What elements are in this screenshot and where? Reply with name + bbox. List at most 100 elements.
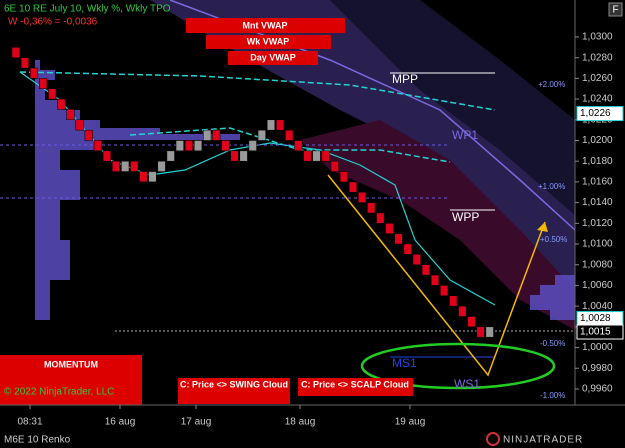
highlight-ellipse bbox=[360, 342, 556, 390]
y-tick-label: 0,9960 bbox=[582, 384, 613, 395]
brick bbox=[412, 254, 421, 265]
brick bbox=[39, 78, 48, 89]
brick bbox=[194, 140, 203, 152]
brick bbox=[449, 295, 458, 307]
brick bbox=[257, 129, 266, 141]
brick bbox=[20, 57, 29, 69]
y-tick-label: 1,0300 bbox=[582, 32, 613, 43]
brick bbox=[212, 129, 221, 141]
y-tick-label: 1,0260 bbox=[582, 73, 613, 84]
brick bbox=[285, 129, 294, 141]
y-tick-label: 1,0040 bbox=[582, 301, 613, 312]
brick bbox=[139, 171, 148, 183]
price-marker-label: 1,0015 bbox=[580, 327, 611, 338]
brick bbox=[29, 67, 39, 79]
title: 6E 10 RE July 10, Wkly %, Wkly TPO bbox=[4, 4, 171, 15]
y-tick-label: 1,0200 bbox=[582, 135, 613, 146]
cloud bbox=[300, 120, 575, 330]
brick bbox=[358, 192, 367, 203]
y-tick-label: 1,0100 bbox=[582, 239, 613, 250]
brick bbox=[121, 160, 130, 172]
y-tick-label: 1,0280 bbox=[582, 52, 613, 63]
brick bbox=[485, 326, 494, 338]
brick bbox=[157, 160, 166, 172]
brick bbox=[221, 140, 230, 152]
button-label[interactable]: Wk VWAP bbox=[247, 36, 290, 46]
brick bbox=[148, 171, 157, 183]
button[interactable] bbox=[228, 51, 318, 65]
button[interactable] bbox=[0, 355, 142, 405]
brick bbox=[184, 140, 194, 152]
button[interactable] bbox=[206, 35, 331, 49]
brick bbox=[230, 150, 239, 162]
brick bbox=[48, 88, 57, 100]
subtitle: W -0,36% = -0,0036 bbox=[8, 17, 98, 28]
y-tick-label: 1,0160 bbox=[582, 177, 613, 188]
brick bbox=[266, 119, 276, 131]
percent-label: +1.00% bbox=[538, 182, 565, 191]
brick bbox=[303, 150, 312, 162]
brick bbox=[430, 274, 440, 286]
vwap-line bbox=[19, 71, 496, 111]
x-tick-label: 19 aug bbox=[395, 417, 426, 428]
f-button-label[interactable]: F bbox=[612, 5, 618, 16]
level-label: MPP bbox=[392, 72, 418, 86]
brick bbox=[203, 129, 212, 141]
button-label[interactable]: C: Price <> SWING Cloud bbox=[180, 379, 288, 389]
price-marker-label: 1,0028 bbox=[580, 313, 611, 324]
x-tick-label: 16 aug bbox=[105, 417, 136, 428]
price-marker bbox=[576, 106, 624, 122]
brick bbox=[57, 98, 66, 110]
percent-label: -1.00% bbox=[540, 391, 565, 400]
arrow bbox=[327, 174, 546, 377]
level-label: WPP bbox=[452, 210, 479, 224]
brick bbox=[321, 150, 330, 162]
y-tick-label: 0,9980 bbox=[582, 363, 613, 374]
button-label[interactable]: Mnt VWAP bbox=[243, 20, 288, 30]
level-label: WS1 bbox=[454, 377, 480, 391]
cloud bbox=[150, 0, 575, 300]
percent-label: +2.00% bbox=[538, 80, 565, 89]
brick bbox=[339, 171, 348, 183]
volume-profile bbox=[530, 275, 575, 320]
button-label[interactable]: Day VWAP bbox=[250, 52, 296, 62]
button-label[interactable]: C: Price <> SCALP Cloud bbox=[301, 379, 409, 389]
brick bbox=[376, 212, 385, 224]
level-label: WP1 bbox=[452, 128, 478, 142]
cloud bbox=[330, 0, 575, 215]
brick bbox=[458, 305, 467, 317]
brick bbox=[294, 140, 303, 152]
brick bbox=[93, 140, 102, 152]
button[interactable] bbox=[298, 378, 413, 396]
brick bbox=[276, 119, 285, 131]
y-tick-label: 1,0240 bbox=[582, 94, 613, 105]
brick bbox=[348, 181, 358, 193]
x-tick-label: 08:31 bbox=[17, 417, 42, 428]
brick bbox=[84, 129, 93, 141]
price-marker bbox=[576, 324, 624, 340]
x-tick-label: 18 aug bbox=[285, 417, 316, 428]
brand: NINJATRADER bbox=[503, 435, 583, 446]
percent-label: -0.50% bbox=[540, 339, 565, 348]
logo-icon bbox=[486, 432, 500, 446]
brick bbox=[75, 119, 84, 131]
button[interactable] bbox=[178, 378, 290, 404]
brick bbox=[130, 160, 139, 172]
y-tick-label: 1,0180 bbox=[582, 156, 613, 167]
y-tick-label: 1,0120 bbox=[582, 218, 613, 229]
brick bbox=[111, 160, 121, 172]
volume-profile bbox=[20, 60, 240, 320]
brick bbox=[476, 326, 485, 338]
button[interactable] bbox=[186, 18, 345, 33]
brick bbox=[102, 150, 111, 162]
f-button[interactable] bbox=[608, 2, 623, 17]
y-tick-label: 1,0140 bbox=[582, 197, 613, 208]
copyright: © 2022 NinjaTrader, LLC bbox=[4, 387, 114, 398]
brick bbox=[367, 202, 376, 214]
y-tick-label: 1,0060 bbox=[582, 280, 613, 291]
level-label: MS1 bbox=[392, 356, 417, 370]
brick bbox=[312, 150, 321, 162]
button-label[interactable]: MOMENTUM bbox=[44, 359, 98, 369]
brick bbox=[166, 150, 175, 162]
